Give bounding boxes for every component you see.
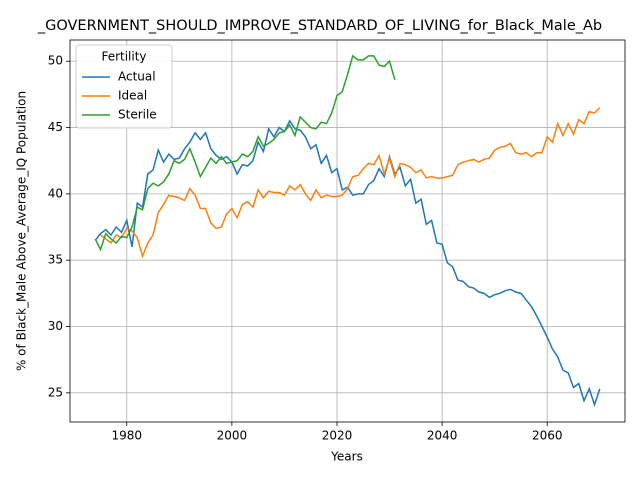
y-tick-label: 50 [48,54,63,68]
y-tick-label: 25 [48,385,63,399]
x-tick-label: 1980 [111,429,142,443]
x-tick-label: 2000 [217,429,248,443]
x-axis-label: Years [330,450,363,464]
y-tick-label: 45 [48,120,63,134]
line-series [94,54,396,252]
line-series [94,119,601,408]
legend-box [75,44,173,129]
legend-title: Fertility [101,50,146,64]
plot-frame [69,39,626,423]
legend-label: Ideal [118,89,147,103]
line-series [100,107,601,259]
y-tick-label: 30 [48,319,63,333]
x-tick-label: 2060 [532,429,563,443]
x-tick-label: 2020 [322,429,353,443]
y-tick-label: 40 [48,186,63,200]
chart-title: _GOVERNMENT_SHOULD_IMPROVE_STANDARD_OF_L… [37,18,602,34]
x-tick-label: 2040 [427,429,458,443]
y-tick-label: 35 [48,253,63,267]
legend-label: Actual [118,70,156,84]
y-axis-label: % of Black_Male Above_Average_IQ Populat… [15,91,29,371]
legend-label: Sterile [118,108,157,122]
legend: Fertility Actual Ideal Sterile [75,44,173,129]
